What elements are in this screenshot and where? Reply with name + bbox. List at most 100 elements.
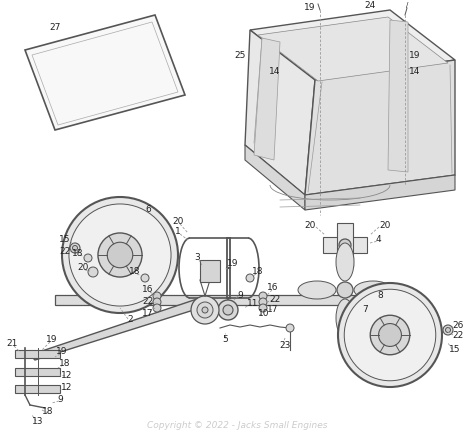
Text: 20: 20 bbox=[173, 217, 184, 227]
Ellipse shape bbox=[336, 243, 354, 281]
Polygon shape bbox=[25, 15, 185, 130]
Polygon shape bbox=[254, 38, 280, 160]
Text: 14: 14 bbox=[269, 67, 281, 76]
Text: 15: 15 bbox=[449, 345, 461, 355]
Polygon shape bbox=[15, 350, 60, 358]
Circle shape bbox=[197, 302, 213, 318]
Text: 27: 27 bbox=[49, 23, 61, 33]
Circle shape bbox=[73, 246, 78, 250]
Text: 22: 22 bbox=[269, 295, 281, 304]
Circle shape bbox=[446, 328, 450, 333]
Text: 19: 19 bbox=[409, 51, 421, 60]
Text: 19: 19 bbox=[56, 348, 68, 356]
Text: 18: 18 bbox=[42, 407, 54, 416]
Text: 7: 7 bbox=[362, 306, 368, 314]
Circle shape bbox=[69, 204, 171, 306]
Polygon shape bbox=[15, 368, 60, 376]
Polygon shape bbox=[305, 60, 455, 195]
Text: 10: 10 bbox=[258, 309, 270, 318]
Bar bbox=[323, 237, 367, 253]
Circle shape bbox=[259, 304, 267, 312]
Circle shape bbox=[344, 289, 436, 381]
Text: 26: 26 bbox=[452, 321, 464, 330]
Circle shape bbox=[338, 283, 442, 387]
Circle shape bbox=[88, 267, 98, 277]
Circle shape bbox=[286, 324, 294, 332]
Polygon shape bbox=[245, 30, 315, 195]
Text: 6: 6 bbox=[145, 206, 151, 214]
Text: 24: 24 bbox=[365, 0, 375, 10]
Text: 25: 25 bbox=[234, 51, 246, 60]
Polygon shape bbox=[245, 145, 305, 210]
Text: 18: 18 bbox=[129, 268, 141, 277]
Text: 16: 16 bbox=[267, 284, 279, 292]
Text: 19: 19 bbox=[304, 4, 316, 12]
Text: Copyright © 2022 - Jacks Small Engines: Copyright © 2022 - Jacks Small Engines bbox=[147, 421, 327, 430]
Circle shape bbox=[223, 305, 233, 315]
Circle shape bbox=[259, 292, 267, 300]
Text: 20: 20 bbox=[304, 220, 316, 229]
Circle shape bbox=[107, 242, 133, 268]
Circle shape bbox=[84, 254, 92, 262]
Circle shape bbox=[191, 296, 219, 324]
Text: /: / bbox=[406, 2, 408, 8]
Text: 5: 5 bbox=[222, 336, 228, 344]
Text: 9: 9 bbox=[57, 396, 63, 404]
Bar bbox=[337, 223, 353, 267]
Circle shape bbox=[202, 307, 208, 313]
Ellipse shape bbox=[354, 281, 392, 299]
Text: 21: 21 bbox=[6, 340, 18, 348]
Polygon shape bbox=[30, 298, 200, 360]
Circle shape bbox=[141, 274, 149, 282]
Text: 22: 22 bbox=[142, 298, 154, 306]
Polygon shape bbox=[250, 10, 455, 80]
Circle shape bbox=[153, 292, 161, 300]
Circle shape bbox=[337, 282, 353, 298]
Text: 19: 19 bbox=[227, 258, 239, 268]
Polygon shape bbox=[305, 175, 455, 210]
Text: 9: 9 bbox=[237, 291, 243, 299]
Circle shape bbox=[153, 298, 161, 306]
Ellipse shape bbox=[336, 299, 354, 337]
Text: 18: 18 bbox=[72, 248, 84, 258]
Text: 18: 18 bbox=[59, 359, 71, 369]
Text: 16: 16 bbox=[142, 285, 154, 295]
Polygon shape bbox=[388, 20, 408, 172]
Bar bbox=[55, 295, 395, 305]
Polygon shape bbox=[258, 17, 448, 81]
Circle shape bbox=[218, 300, 238, 320]
Text: 1: 1 bbox=[175, 228, 181, 236]
Text: 20: 20 bbox=[77, 264, 89, 273]
Text: 17: 17 bbox=[142, 309, 154, 318]
Text: 12: 12 bbox=[61, 370, 73, 380]
Text: 3: 3 bbox=[194, 254, 200, 262]
Text: 14: 14 bbox=[410, 67, 421, 76]
Circle shape bbox=[98, 233, 142, 277]
Ellipse shape bbox=[298, 281, 336, 299]
Text: 8: 8 bbox=[377, 291, 383, 299]
Text: 4: 4 bbox=[375, 235, 381, 244]
Circle shape bbox=[370, 315, 410, 355]
Text: 19: 19 bbox=[46, 336, 58, 344]
Circle shape bbox=[62, 197, 178, 313]
Text: 22: 22 bbox=[452, 332, 464, 340]
Circle shape bbox=[339, 239, 351, 251]
Circle shape bbox=[259, 298, 267, 306]
Text: 11: 11 bbox=[247, 299, 259, 307]
Circle shape bbox=[379, 324, 401, 347]
Text: 20: 20 bbox=[379, 220, 391, 229]
Text: 2: 2 bbox=[127, 315, 133, 325]
Text: 23: 23 bbox=[279, 340, 291, 350]
Circle shape bbox=[443, 325, 453, 335]
Circle shape bbox=[70, 243, 80, 253]
Text: 15: 15 bbox=[59, 235, 71, 244]
Circle shape bbox=[246, 274, 254, 282]
Text: 22: 22 bbox=[59, 247, 71, 257]
Circle shape bbox=[153, 304, 161, 312]
Bar bbox=[200, 260, 220, 282]
Text: 17: 17 bbox=[267, 306, 279, 314]
Text: 13: 13 bbox=[32, 418, 44, 426]
Polygon shape bbox=[15, 385, 60, 393]
Text: 18: 18 bbox=[252, 268, 264, 277]
Text: 12: 12 bbox=[61, 384, 73, 392]
